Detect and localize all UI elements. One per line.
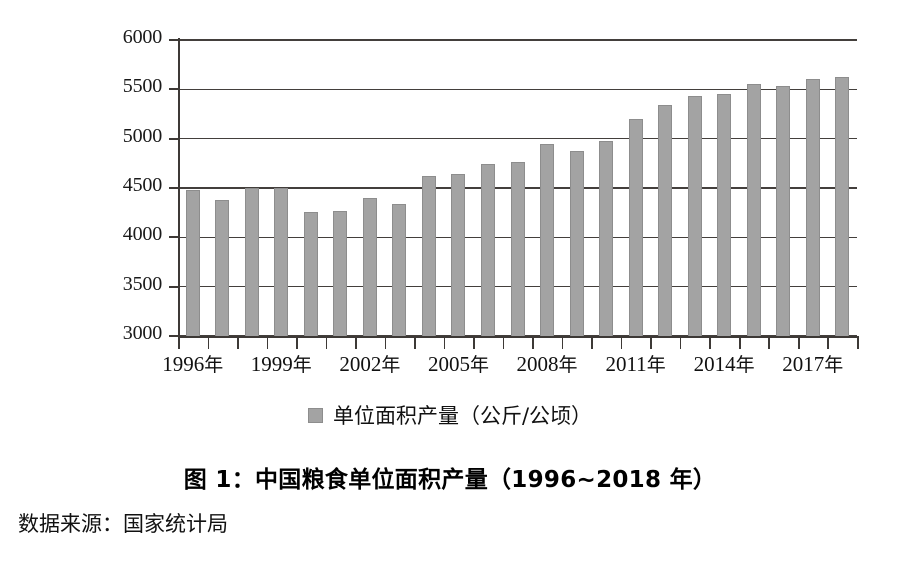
x-axis-tick-mark xyxy=(207,338,210,349)
x-axis-tick-mark xyxy=(502,338,505,349)
x-axis-tick-mark xyxy=(532,338,534,349)
bar xyxy=(333,211,348,336)
bar xyxy=(185,189,200,336)
x-axis-tick-label: 1999年 xyxy=(250,352,312,376)
x-axis-tick-mark xyxy=(650,338,652,349)
x-axis-tick-mark xyxy=(266,338,269,349)
x-axis-tick-label: 2005年 xyxy=(427,352,489,376)
y-axis-tick-mark xyxy=(169,137,178,140)
bar xyxy=(540,143,555,336)
x-axis-tick-mark xyxy=(738,338,741,349)
bar xyxy=(303,211,318,336)
y-axis-tick-mark xyxy=(169,187,178,189)
y-axis-tick-label: 3000 xyxy=(122,322,162,344)
x-axis-tick-mark xyxy=(797,338,800,349)
y-axis-tick-label: 6000 xyxy=(122,26,162,48)
bar xyxy=(717,94,732,336)
y-axis-tick-label: 5500 xyxy=(122,75,162,98)
bar xyxy=(746,84,761,336)
y-axis-line xyxy=(178,38,180,338)
x-axis-tick-mark xyxy=(473,338,475,349)
plot-top-border xyxy=(178,39,857,41)
x-axis-tick-mark xyxy=(325,338,328,349)
x-axis-tick-mark xyxy=(768,338,771,349)
legend-swatch-icon xyxy=(307,407,323,423)
x-axis-tick-label: 2002年 xyxy=(339,352,401,376)
x-axis-tick-label: 2011年 xyxy=(605,352,666,376)
legend-label: 单位面积产量（公斤/公顷） xyxy=(332,404,593,428)
y-axis-tick-label: 4000 xyxy=(122,223,162,246)
bar-series-layer xyxy=(178,40,857,336)
chart-plot: 3000 3500 4000 4500 5000 5500 6000 1996年 1999年 2… xyxy=(122,26,859,376)
bar xyxy=(569,151,584,336)
bar xyxy=(835,77,850,336)
bar xyxy=(244,187,259,336)
bar xyxy=(274,187,289,336)
gridline xyxy=(178,137,857,140)
bar xyxy=(480,163,495,336)
y-axis-tick-mark xyxy=(169,285,178,288)
x-axis-tick-mark xyxy=(561,338,564,349)
y-axis-tick-mark xyxy=(169,88,178,91)
x-axis-tick-label: 2014年 xyxy=(693,352,755,376)
x-axis-tick-mark xyxy=(857,338,859,349)
bar xyxy=(599,141,614,336)
x-axis-tick-mark xyxy=(384,338,387,349)
x-axis-tick-label: 1996年 xyxy=(162,352,224,376)
x-axis-tick-mark xyxy=(827,338,830,349)
x-axis-tick-mark xyxy=(296,338,298,349)
y-axis-tick-label: 4500 xyxy=(122,174,162,196)
x-axis-tick-label: 2008年 xyxy=(516,352,578,376)
bar xyxy=(362,197,377,336)
figure-caption: 图 1：中国粮食单位面积产量（1996~2018 年） xyxy=(183,467,717,493)
x-axis-tick-mark xyxy=(679,338,682,349)
gridline xyxy=(178,88,857,91)
bar xyxy=(392,204,407,336)
bar xyxy=(776,86,791,336)
chart-legend: 单位面积产量（公斤/公顷） xyxy=(0,400,900,430)
bar xyxy=(805,78,820,336)
x-axis-tick-mark xyxy=(414,338,416,349)
bar xyxy=(628,119,643,336)
x-axis-line xyxy=(178,336,859,338)
bar xyxy=(451,174,466,336)
data-source-note: 数据来源：国家统计局 xyxy=(18,512,228,536)
y-axis-tick-label: 3500 xyxy=(122,272,162,295)
x-axis-tick-mark xyxy=(355,338,357,349)
bar xyxy=(421,176,436,336)
x-axis-tick-mark xyxy=(237,338,239,349)
y-axis-tick-label: 5000 xyxy=(122,124,162,147)
y-axis-tick-mark xyxy=(169,236,178,239)
bar xyxy=(658,105,673,336)
x-axis-tick-mark xyxy=(443,338,446,349)
x-axis-tick-mark xyxy=(709,338,711,349)
x-axis-tick-mark xyxy=(591,338,593,349)
y-axis-tick-mark xyxy=(169,39,178,41)
bar xyxy=(510,162,525,336)
x-axis-tick-mark xyxy=(178,338,180,349)
y-axis-tick-mark xyxy=(169,335,178,337)
bar xyxy=(687,96,702,336)
bar xyxy=(215,200,230,336)
x-axis-tick-label: 2017年 xyxy=(782,352,844,376)
x-axis-tick-mark xyxy=(620,338,623,349)
